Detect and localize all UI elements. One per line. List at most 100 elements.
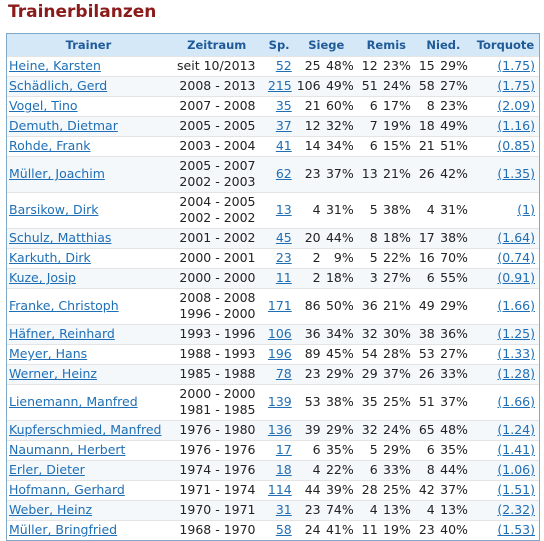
spiele-link[interactable]: 35 <box>275 98 292 113</box>
spiele-link[interactable]: 171 <box>267 298 292 313</box>
spiele-link[interactable]: 45 <box>275 230 292 245</box>
trainer-name-link[interactable]: Heine, Karsten <box>9 58 101 73</box>
spiele-link[interactable]: 78 <box>275 366 292 381</box>
torquote-link[interactable]: (1.28) <box>497 366 535 381</box>
spiele-link[interactable]: 31 <box>275 502 292 517</box>
trainer-name-link[interactable]: Kuze, Josip <box>9 270 76 285</box>
torquote-link[interactable]: (1.24) <box>497 422 535 437</box>
torquote-link[interactable]: (1.75) <box>497 58 535 73</box>
column-header-trainer: Trainer <box>65 37 112 52</box>
torquote-link[interactable]: (1.41) <box>497 442 535 457</box>
siege-count: 4 <box>312 202 321 217</box>
spiele-link[interactable]: 17 <box>275 442 292 457</box>
trainer-name-link[interactable]: Schulz, Matthias <box>9 230 112 245</box>
torquote-link[interactable]: (1.66) <box>497 298 535 313</box>
trainer-name-link[interactable]: Franke, Christoph <box>9 298 119 313</box>
spiele-link[interactable]: 58 <box>275 522 292 538</box>
spiele-link[interactable]: 13 <box>275 202 292 217</box>
trainer-name-link[interactable]: Kupferschmied, Manfred <box>9 422 162 437</box>
trainer-name-link[interactable]: Rohde, Frank <box>9 138 91 153</box>
column-header-nied: Nied. <box>426 37 461 52</box>
torquote-link[interactable]: (2.09) <box>497 98 535 113</box>
spiele-link[interactable]: 23 <box>275 250 292 265</box>
nied-count: 26 <box>418 166 435 181</box>
trainer-name-link[interactable]: Vogel, Tino <box>9 98 78 113</box>
spiele-link[interactable]: 52 <box>275 58 292 73</box>
spiele-cell: 23 <box>264 248 295 268</box>
torquote-link[interactable]: (1.75) <box>497 78 535 93</box>
torquote-link[interactable]: (1.35) <box>497 166 535 181</box>
trainer-name-cell: Erler, Dieter <box>7 460 170 480</box>
torquote-link[interactable]: (2.32) <box>497 502 535 517</box>
zeitraum-value: 1976 - 1976 <box>179 442 256 457</box>
table-row: Schädlich, Gerd 2008 - 2013 215 106 49% 51 24%… <box>7 76 539 96</box>
trainer-name-link[interactable]: Schädlich, Gerd <box>9 78 108 93</box>
siege-count: 86 <box>304 298 321 313</box>
siege-percent: 39% <box>325 482 354 497</box>
nied-percent: 29% <box>440 58 468 73</box>
zeitraum-value: 2008 - 2013 <box>179 78 256 93</box>
torquote-cell: (1.35) <box>472 156 539 192</box>
trainer-name-link[interactable]: Naumann, Herbert <box>9 442 126 457</box>
zeitraum-cell: 2008 - 2008 1996 - 2000 <box>170 288 264 324</box>
torquote-link[interactable]: (0.91) <box>497 270 535 285</box>
remis-count: 5 <box>369 442 378 457</box>
trainer-name-link[interactable]: Lienemann, Manfred <box>9 394 138 409</box>
trainer-name-link[interactable]: Barsikow, Dirk <box>9 202 99 217</box>
remis-percent: 19% <box>383 522 411 538</box>
trainer-name-link[interactable]: Karkuth, Dirk <box>9 250 91 265</box>
trainer-name-link[interactable]: Werner, Heinz <box>9 366 97 381</box>
table-row: Karkuth, Dirk 2000 - 2001 23 2 9% 5 22% 16 70% (0… <box>7 248 539 268</box>
torquote-link[interactable]: (1.33) <box>497 346 535 361</box>
torquote-link[interactable]: (1.06) <box>497 462 535 477</box>
zeitraum-value: 2005 - 2007 <box>179 158 256 173</box>
spiele-link[interactable]: 37 <box>275 118 292 133</box>
trainer-name-link[interactable]: Hofmann, Gerhard <box>9 482 125 497</box>
torquote-link[interactable]: (1.53) <box>497 522 535 538</box>
zeitraum-value: 2008 - 2008 <box>179 290 256 305</box>
torquote-link[interactable]: (0.85) <box>497 138 535 153</box>
spiele-link[interactable]: 41 <box>275 138 292 153</box>
spiele-link[interactable]: 139 <box>267 394 292 409</box>
spiele-link[interactable]: 196 <box>267 346 292 361</box>
torquote-link[interactable]: (1.64) <box>497 230 535 245</box>
torquote-link[interactable]: (1.16) <box>497 118 535 133</box>
spiele-cell: 11 <box>264 268 295 288</box>
spiele-link[interactable]: 136 <box>267 422 292 437</box>
spiele-cell: 171 <box>264 288 295 324</box>
trainer-name-link[interactable]: Meyer, Hans <box>9 346 88 361</box>
siege-percent: 45% <box>325 346 354 361</box>
trainer-name-link[interactable]: Erler, Dieter <box>9 462 85 477</box>
spiele-link[interactable]: 114 <box>267 482 292 497</box>
nied-count: 21 <box>418 138 435 153</box>
torquote-link[interactable]: (1.25) <box>497 326 535 341</box>
column-header-remis: Remis <box>366 37 407 52</box>
spiele-cell: 18 <box>264 460 295 480</box>
siege-count: 23 <box>304 502 321 517</box>
torquote-cell: (1.25) <box>472 324 539 344</box>
zeitraum-value: 1976 - 1980 <box>179 422 256 437</box>
spiele-link[interactable]: 18 <box>275 462 292 477</box>
trainer-name-link[interactable]: Weber, Heinz <box>9 502 93 517</box>
torquote-link[interactable]: (1.51) <box>497 482 535 497</box>
torquote-link[interactable]: (0.74) <box>497 250 535 265</box>
remis-percent: 30% <box>383 326 411 341</box>
spiele-link[interactable]: 62 <box>275 166 292 181</box>
spiele-link[interactable]: 106 <box>267 326 292 341</box>
remis-percent: 17% <box>383 98 411 113</box>
zeitraum-value: 1993 - 1996 <box>179 326 256 341</box>
torquote-link[interactable]: (1) <box>517 202 535 217</box>
zeitraum-value: seit 10/2013 <box>177 58 256 73</box>
trainer-name-link[interactable]: Müller, Joachim <box>9 166 105 181</box>
zeitraum-value: 2004 - 2005 <box>179 194 256 209</box>
trainer-name-link[interactable]: Müller, Bringfried <box>9 522 118 538</box>
nied-percent: 40% <box>440 522 468 538</box>
siege-percent: 44% <box>325 230 354 245</box>
trainer-name-link[interactable]: Demuth, Dietmar <box>9 118 118 133</box>
remis-percent: 23% <box>383 58 411 73</box>
trainer-name-link[interactable]: Häfner, Reinhard <box>9 326 115 341</box>
zeitraum-value: 2000 - 2000 <box>179 386 256 401</box>
spiele-link[interactable]: 215 <box>267 78 292 93</box>
spiele-link[interactable]: 11 <box>275 270 292 285</box>
torquote-link[interactable]: (1.66) <box>497 394 535 409</box>
